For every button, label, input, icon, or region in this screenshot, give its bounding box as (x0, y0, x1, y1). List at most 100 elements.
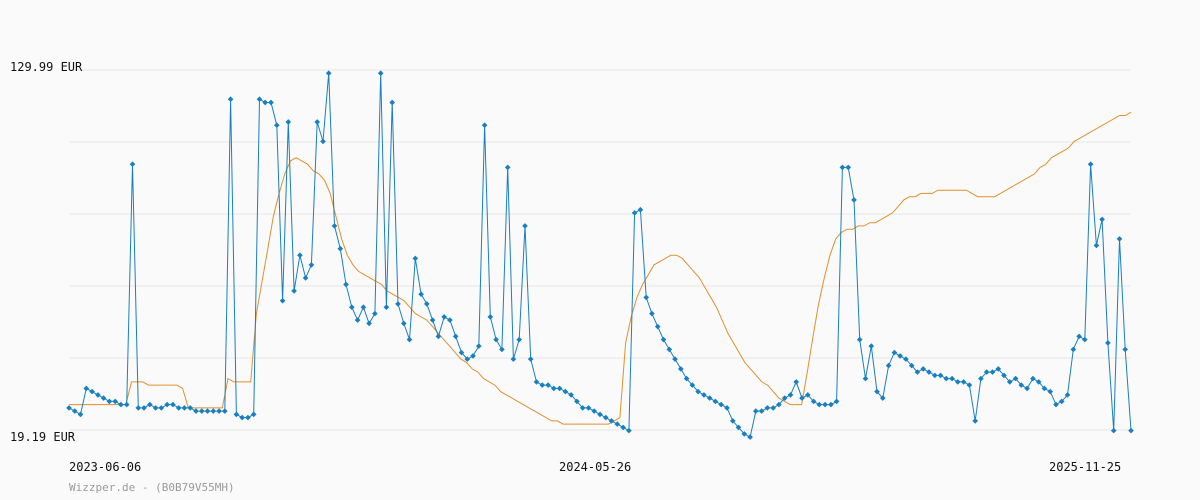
price-point (1030, 375, 1036, 382)
price-point (735, 424, 742, 431)
x-tick-label-start: 2023-06-06 (69, 460, 141, 474)
price-point (1018, 382, 1025, 388)
price-point (118, 401, 124, 408)
price-point (706, 395, 713, 401)
price-point (372, 310, 378, 317)
price-point (683, 375, 690, 382)
price-point (389, 99, 396, 106)
price-point (804, 392, 811, 398)
price-point (1116, 236, 1123, 242)
average-price-line (69, 111, 1132, 425)
price-point (354, 317, 361, 323)
price-point (152, 405, 159, 411)
price-point (481, 122, 488, 129)
price-point (383, 304, 390, 311)
price-point (475, 343, 482, 349)
price-series (66, 70, 1134, 440)
price-point (504, 164, 511, 171)
price-point (695, 388, 701, 395)
price-point (701, 392, 707, 398)
price-point (123, 401, 130, 408)
price-point (620, 424, 626, 431)
price-point (712, 398, 719, 405)
price-point (654, 323, 661, 330)
price-point (954, 379, 961, 385)
price-point (1081, 336, 1088, 343)
price-point (77, 411, 84, 418)
price-point (239, 414, 246, 421)
price-point (920, 366, 927, 372)
price-point (279, 297, 286, 304)
price-point (146, 401, 153, 408)
price-point (216, 408, 222, 414)
price-point (689, 382, 696, 388)
price-point (868, 343, 875, 349)
price-point (1064, 392, 1071, 398)
price-point (914, 369, 921, 375)
price-point (556, 385, 563, 392)
price-point (1076, 333, 1082, 340)
price-point (903, 356, 909, 362)
price-point (343, 281, 349, 288)
price-point (158, 405, 165, 411)
price-point (66, 405, 72, 411)
price-point (539, 382, 546, 388)
price-point (1006, 379, 1013, 385)
price-point (510, 356, 517, 362)
price-point (816, 401, 823, 408)
price-point (845, 164, 852, 171)
price-point (862, 375, 869, 382)
price-point (562, 388, 569, 395)
price-point (250, 411, 257, 418)
price-point (874, 388, 880, 395)
price-point (1122, 346, 1129, 353)
price-point (666, 346, 673, 353)
price-point (112, 398, 119, 405)
price-point (949, 375, 955, 382)
price-point (533, 379, 540, 385)
price-point (452, 333, 459, 340)
price-point (325, 70, 332, 77)
price-point (337, 245, 344, 252)
price-point (71, 408, 78, 414)
price-point (1035, 379, 1042, 385)
price-point (493, 336, 499, 343)
price-point (233, 411, 240, 418)
price-point (833, 398, 840, 405)
price-point (360, 304, 367, 311)
price-point (447, 317, 453, 323)
price-point (908, 362, 915, 369)
price-point (1105, 340, 1111, 346)
price-point (100, 395, 107, 401)
price-point (614, 421, 621, 427)
price-point (320, 138, 326, 145)
price-point (1093, 242, 1100, 249)
price-point (366, 320, 372, 327)
price-point (931, 372, 938, 379)
price-point (724, 405, 730, 411)
price-point (314, 119, 321, 125)
price-point (602, 414, 609, 421)
price-point (550, 385, 557, 392)
price-point (810, 398, 817, 405)
price-point (83, 385, 90, 392)
price-point (839, 164, 846, 171)
price-point (377, 70, 384, 77)
price-point (856, 336, 863, 343)
price-point (1110, 427, 1117, 434)
price-point (960, 379, 967, 385)
price-point (972, 418, 979, 424)
price-point (400, 320, 407, 327)
price-point (718, 401, 725, 408)
price-point (181, 405, 188, 411)
price-point (741, 431, 748, 437)
price-point (943, 375, 950, 382)
price-point (1012, 375, 1019, 382)
price-point (983, 369, 990, 375)
grid-lines (69, 69, 1131, 431)
price-point (435, 333, 442, 340)
price-point (851, 197, 857, 203)
price-point (487, 314, 494, 320)
price-point (285, 119, 292, 125)
